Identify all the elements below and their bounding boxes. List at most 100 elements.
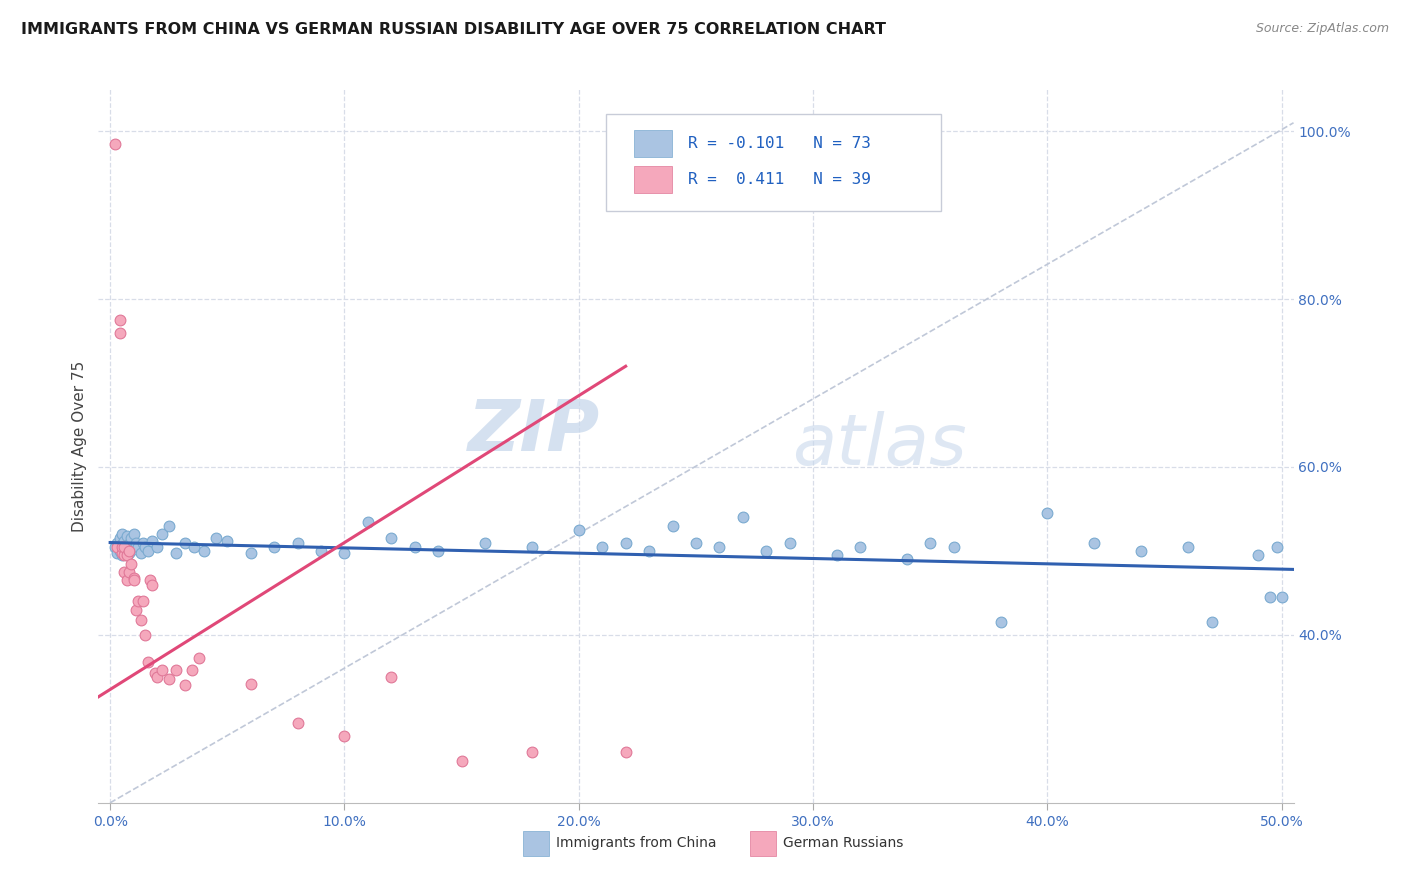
- Point: [174, 535, 197, 549]
- Point: [1177, 540, 1199, 554]
- Point: [474, 535, 496, 549]
- Point: [165, 546, 187, 560]
- Point: [183, 540, 205, 554]
- Point: [122, 542, 145, 557]
- Point: [896, 552, 918, 566]
- Point: [108, 326, 131, 340]
- Bar: [634, 166, 672, 193]
- Point: [127, 540, 149, 554]
- Text: Source: ZipAtlas.com: Source: ZipAtlas.com: [1256, 22, 1389, 36]
- Point: [239, 546, 262, 560]
- Point: [287, 716, 309, 731]
- Point: [115, 548, 138, 562]
- Point: [129, 546, 152, 560]
- Point: [120, 557, 142, 571]
- Point: [287, 535, 309, 549]
- Point: [263, 540, 285, 554]
- Point: [112, 565, 135, 579]
- Point: [1247, 548, 1270, 562]
- Point: [141, 533, 163, 548]
- Point: [204, 532, 226, 546]
- Text: R = -0.101   N = 73: R = -0.101 N = 73: [688, 136, 870, 151]
- Point: [661, 518, 683, 533]
- Point: [380, 670, 402, 684]
- Point: [118, 537, 141, 551]
- Text: R =  0.411   N = 39: R = 0.411 N = 39: [688, 171, 870, 186]
- Point: [709, 540, 731, 554]
- Point: [118, 565, 141, 579]
- Point: [520, 746, 543, 760]
- Point: [731, 510, 754, 524]
- Point: [357, 515, 380, 529]
- Point: [333, 546, 356, 560]
- Point: [188, 651, 211, 665]
- Point: [942, 540, 965, 554]
- Text: German Russians: German Russians: [783, 837, 904, 850]
- Point: [122, 571, 145, 585]
- Point: [1258, 590, 1281, 604]
- Point: [120, 540, 142, 554]
- Point: [1130, 544, 1153, 558]
- Point: [193, 544, 215, 558]
- Point: [157, 672, 180, 686]
- Point: [1265, 540, 1288, 554]
- Point: [105, 535, 128, 549]
- Point: [112, 548, 135, 562]
- Point: [309, 544, 332, 558]
- Y-axis label: Disability Age Over 75: Disability Age Over 75: [72, 360, 87, 532]
- Point: [104, 136, 127, 151]
- Point: [111, 548, 134, 562]
- Bar: [749, 831, 776, 856]
- Point: [165, 663, 187, 677]
- Point: [134, 540, 156, 554]
- Point: [111, 537, 134, 551]
- Point: [127, 594, 149, 608]
- Point: [143, 665, 166, 680]
- FancyBboxPatch shape: [606, 114, 941, 211]
- Point: [380, 532, 402, 546]
- Point: [136, 544, 159, 558]
- Point: [614, 746, 637, 760]
- Point: [146, 540, 169, 554]
- Point: [1083, 535, 1105, 549]
- Text: Immigrants from China: Immigrants from China: [557, 837, 717, 850]
- Bar: [634, 130, 672, 157]
- Point: [1036, 506, 1059, 520]
- Point: [108, 313, 131, 327]
- Point: [146, 670, 169, 684]
- Text: IMMIGRANTS FROM CHINA VS GERMAN RUSSIAN DISABILITY AGE OVER 75 CORRELATION CHART: IMMIGRANTS FROM CHINA VS GERMAN RUSSIAN …: [21, 22, 886, 37]
- Point: [132, 594, 155, 608]
- Point: [685, 535, 707, 549]
- Point: [614, 535, 637, 549]
- Point: [120, 532, 142, 546]
- Point: [333, 729, 356, 743]
- Point: [136, 655, 159, 669]
- Point: [118, 546, 141, 560]
- Point: [112, 542, 135, 557]
- Point: [825, 548, 848, 562]
- Point: [108, 532, 131, 546]
- Point: [105, 546, 128, 560]
- Point: [125, 535, 148, 549]
- Point: [115, 574, 138, 588]
- Point: [111, 527, 134, 541]
- Point: [125, 603, 148, 617]
- Point: [174, 678, 197, 692]
- Bar: [523, 831, 548, 856]
- Point: [122, 527, 145, 541]
- Point: [122, 574, 145, 588]
- Point: [112, 546, 135, 560]
- Point: [239, 676, 262, 690]
- Point: [141, 577, 163, 591]
- Point: [139, 574, 162, 588]
- Point: [450, 754, 472, 768]
- Point: [108, 544, 131, 558]
- Point: [157, 518, 180, 533]
- Point: [638, 544, 661, 558]
- Point: [150, 663, 173, 677]
- Point: [112, 533, 135, 548]
- Point: [990, 615, 1012, 630]
- Point: [427, 544, 450, 558]
- Point: [217, 533, 239, 548]
- Point: [115, 529, 138, 543]
